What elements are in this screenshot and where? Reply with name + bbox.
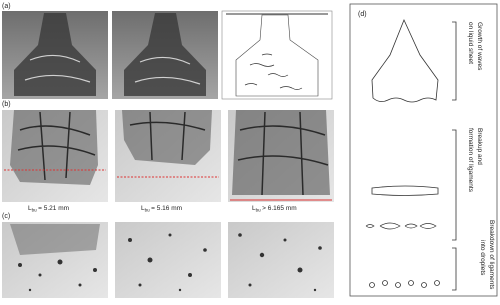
panel-frame — [349, 3, 498, 297]
stage-label: Growth of waves — [476, 22, 483, 71]
breakup-length: Lbu = 5.21 mm — [28, 205, 69, 213]
photo — [228, 222, 334, 298]
photo — [2, 11, 108, 99]
photo — [228, 110, 334, 202]
panel-label: (b) — [2, 101, 11, 108]
photo — [112, 11, 218, 99]
stage-label: on liquid sheet — [467, 22, 474, 64]
brackets — [452, 21, 457, 291]
photo — [115, 110, 221, 202]
photo — [115, 222, 221, 298]
stage-label: formation of ligaments — [467, 128, 474, 193]
breakup-length: Lbu = 5.16 mm — [141, 205, 182, 213]
stage-label: Breakdown of ligaments — [488, 220, 495, 290]
photo — [2, 222, 108, 298]
panel-label: (d) — [358, 11, 367, 18]
stage-label: into droplets — [479, 240, 486, 276]
sketch — [221, 10, 333, 100]
photo — [2, 110, 108, 202]
stage-label: Breakup and — [476, 128, 483, 165]
panel-label: (a) — [2, 3, 11, 10]
panel-label: (c) — [2, 213, 10, 220]
droplets — [369, 280, 440, 288]
ligament-sketch — [371, 185, 439, 196]
breakup-length: Lbu > 6.165 mm — [252, 205, 297, 213]
sheet-sketch — [371, 18, 439, 103]
ligament-pieces — [365, 222, 437, 230]
